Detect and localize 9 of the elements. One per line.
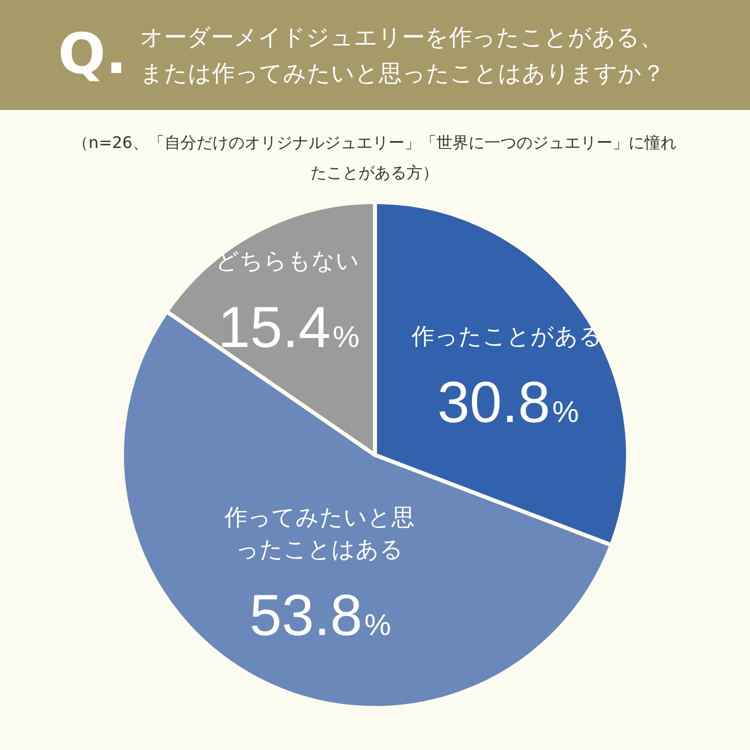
- slice-label: 作ったことがある: [410, 324, 603, 350]
- data-label: 30.8%: [437, 370, 579, 435]
- chart-title: オーダーメイドジュエリーを作ったことがある、または作ってみたいと思ったことはありますか？: [140, 24, 666, 89]
- text: Q.: [58, 21, 127, 89]
- chart-subtitle: （n=26、「自分だけのオリジナルジュエリー」「世界に一つのジュエリー」に憧れたことがある方）: [72, 132, 678, 184]
- slice-label: どちらもない: [216, 248, 360, 275]
- slice-label: 作ってみたいと思ったことはある: [223, 504, 414, 563]
- data-label: 15.4%: [218, 294, 360, 360]
- data-label: 53.8%: [250, 583, 392, 648]
